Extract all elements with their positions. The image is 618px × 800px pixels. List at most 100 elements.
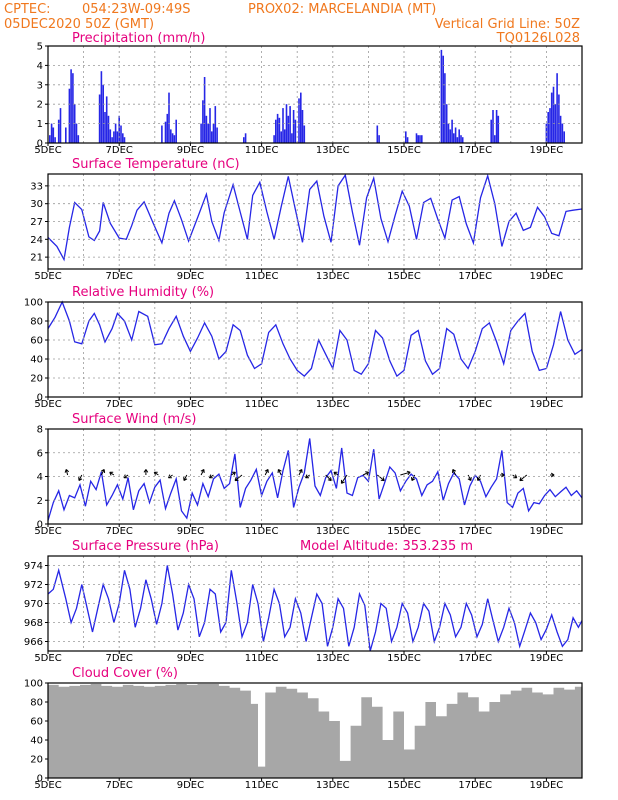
precip-bar (211, 131, 213, 143)
precip-bar (451, 119, 453, 143)
precip-bar (175, 119, 177, 143)
precip-bar (111, 137, 113, 143)
precip-bar (105, 96, 108, 143)
x-tick-label: 15DEC (387, 780, 421, 791)
y-tick-label: 40 (30, 355, 43, 366)
x-tick-label: 5DEC (34, 653, 61, 664)
humidity-panel: Relative Humidity (%) 0 20 40 60 80 100 5DEC 7D… (24, 285, 583, 410)
precip-bar (168, 92, 170, 143)
precip-bar (460, 135, 462, 143)
header-grid-info: Vertical Grid Line: 50Z (435, 17, 580, 32)
x-tick-label: 11DEC (245, 271, 279, 282)
precip-bar (214, 106, 217, 143)
y-tick-label: 966 (24, 637, 43, 648)
wind-arrow (362, 471, 370, 476)
wind-arrow (109, 471, 115, 476)
y-tick-label: 2 (37, 496, 43, 507)
x-tick-label: 9DEC (177, 145, 204, 156)
precip-bar (554, 104, 557, 143)
y-tick-label: 4 (37, 61, 43, 72)
x-tick-label: 5DEC (34, 399, 61, 410)
precip-bar (559, 115, 562, 143)
precip-bar (166, 113, 169, 143)
x-tick-label: 17DEC (458, 780, 492, 791)
precip-bar (289, 106, 291, 143)
x-tick-label: 13DEC (316, 271, 350, 282)
plot-frame (47, 301, 583, 398)
wind-arrow (64, 469, 70, 476)
precip-bar (72, 73, 74, 143)
wind-arrow (100, 468, 106, 476)
precip-bar (200, 123, 202, 143)
precip-bar (558, 94, 560, 143)
x-tick-label: 17DEC (458, 271, 492, 282)
precip-bar (77, 135, 80, 143)
wind-arrow (340, 474, 348, 484)
precip-bar (54, 137, 56, 143)
precip-bar (100, 71, 103, 143)
y-tick-label: 60 (30, 717, 43, 728)
humidity-title: Relative Humidity (%) (72, 285, 214, 300)
precip-bar (114, 123, 117, 143)
precipitation-panel: Precipitation (mm/h) 0 1 2 3 4 5 5DEC 7DEC 9DEC 1… (34, 31, 583, 156)
precip-bar (50, 123, 53, 143)
x-tick-label: 15DEC (387, 145, 421, 156)
wind-arrow (234, 474, 243, 482)
y-tick-label: 80 (30, 317, 43, 328)
wind-arrow (467, 474, 472, 482)
x-tick-label: 17DEC (458, 145, 492, 156)
precip-bar (494, 135, 496, 143)
precip-bar (442, 55, 444, 144)
x-tick-label: 13DEC (316, 399, 350, 410)
precip-bar (49, 135, 51, 143)
pressure-panel: Surface Pressure (hPa) Model Altitude: 3… (24, 539, 583, 664)
precip-bar (563, 131, 565, 143)
precip-bar (301, 110, 304, 143)
precip-bar (123, 137, 126, 143)
plot-frame (47, 682, 583, 779)
precip-bar (116, 131, 119, 143)
precip-bar (65, 127, 67, 143)
header: CPTEC: 054:23W-09:49S PROX02: MARCELANDI… (4, 2, 580, 46)
y-tick-label: 6 (37, 448, 43, 459)
precip-bar (276, 113, 279, 143)
header-model: CPTEC: (4, 2, 51, 17)
series-layer (47, 173, 583, 262)
model-altitude-label: Model Altitude: 353.235 m (300, 539, 473, 554)
precip-bar (291, 133, 293, 143)
precip-bar (98, 94, 101, 143)
x-tick-label: 19DEC (530, 653, 564, 664)
precip-bar (70, 69, 72, 143)
precip-bar (203, 77, 206, 143)
wind-arrow (452, 468, 457, 476)
precip-bar (303, 125, 306, 143)
temperature-title: Surface Temperature (nC) (72, 157, 240, 172)
precip-bar (447, 123, 450, 143)
wind-arrow (500, 472, 505, 478)
precip-bar (300, 92, 302, 143)
y-tick-label: 5 (37, 42, 43, 53)
precip-bar (415, 133, 418, 143)
x-tick-label: 5DEC (34, 271, 61, 282)
precip-bar (492, 110, 494, 143)
header-coords: 054:23W-09:49S (82, 2, 190, 17)
wind-arrow (305, 474, 310, 479)
series-layer (47, 565, 583, 652)
precip-bar (405, 131, 407, 143)
temperature-panel: Surface Temperature (nC) 21 24 27 30 33 5DEC 7… (30, 157, 583, 282)
precip-bar (243, 137, 245, 143)
precip-bar (417, 135, 419, 143)
y-tick-label: 968 (24, 618, 43, 629)
header-run-date: 05DEC2020 50Z (GMT) (4, 17, 154, 32)
y-tick-label: 24 (30, 235, 43, 246)
wind-arrow (298, 468, 303, 476)
precip-bar (278, 117, 281, 143)
precip-bar (406, 137, 409, 143)
precip-bar (171, 133, 174, 143)
precip-bar (283, 129, 286, 143)
series-layer (49, 49, 565, 144)
y-tick-label: 3 (37, 80, 43, 91)
wind-panel: Surface Wind (m/s) 0 2 4 6 8 5DEC 7DEC 9DEC 11DE… (34, 412, 583, 537)
precip-bar (461, 137, 464, 143)
x-tick-label: 9DEC (177, 271, 204, 282)
